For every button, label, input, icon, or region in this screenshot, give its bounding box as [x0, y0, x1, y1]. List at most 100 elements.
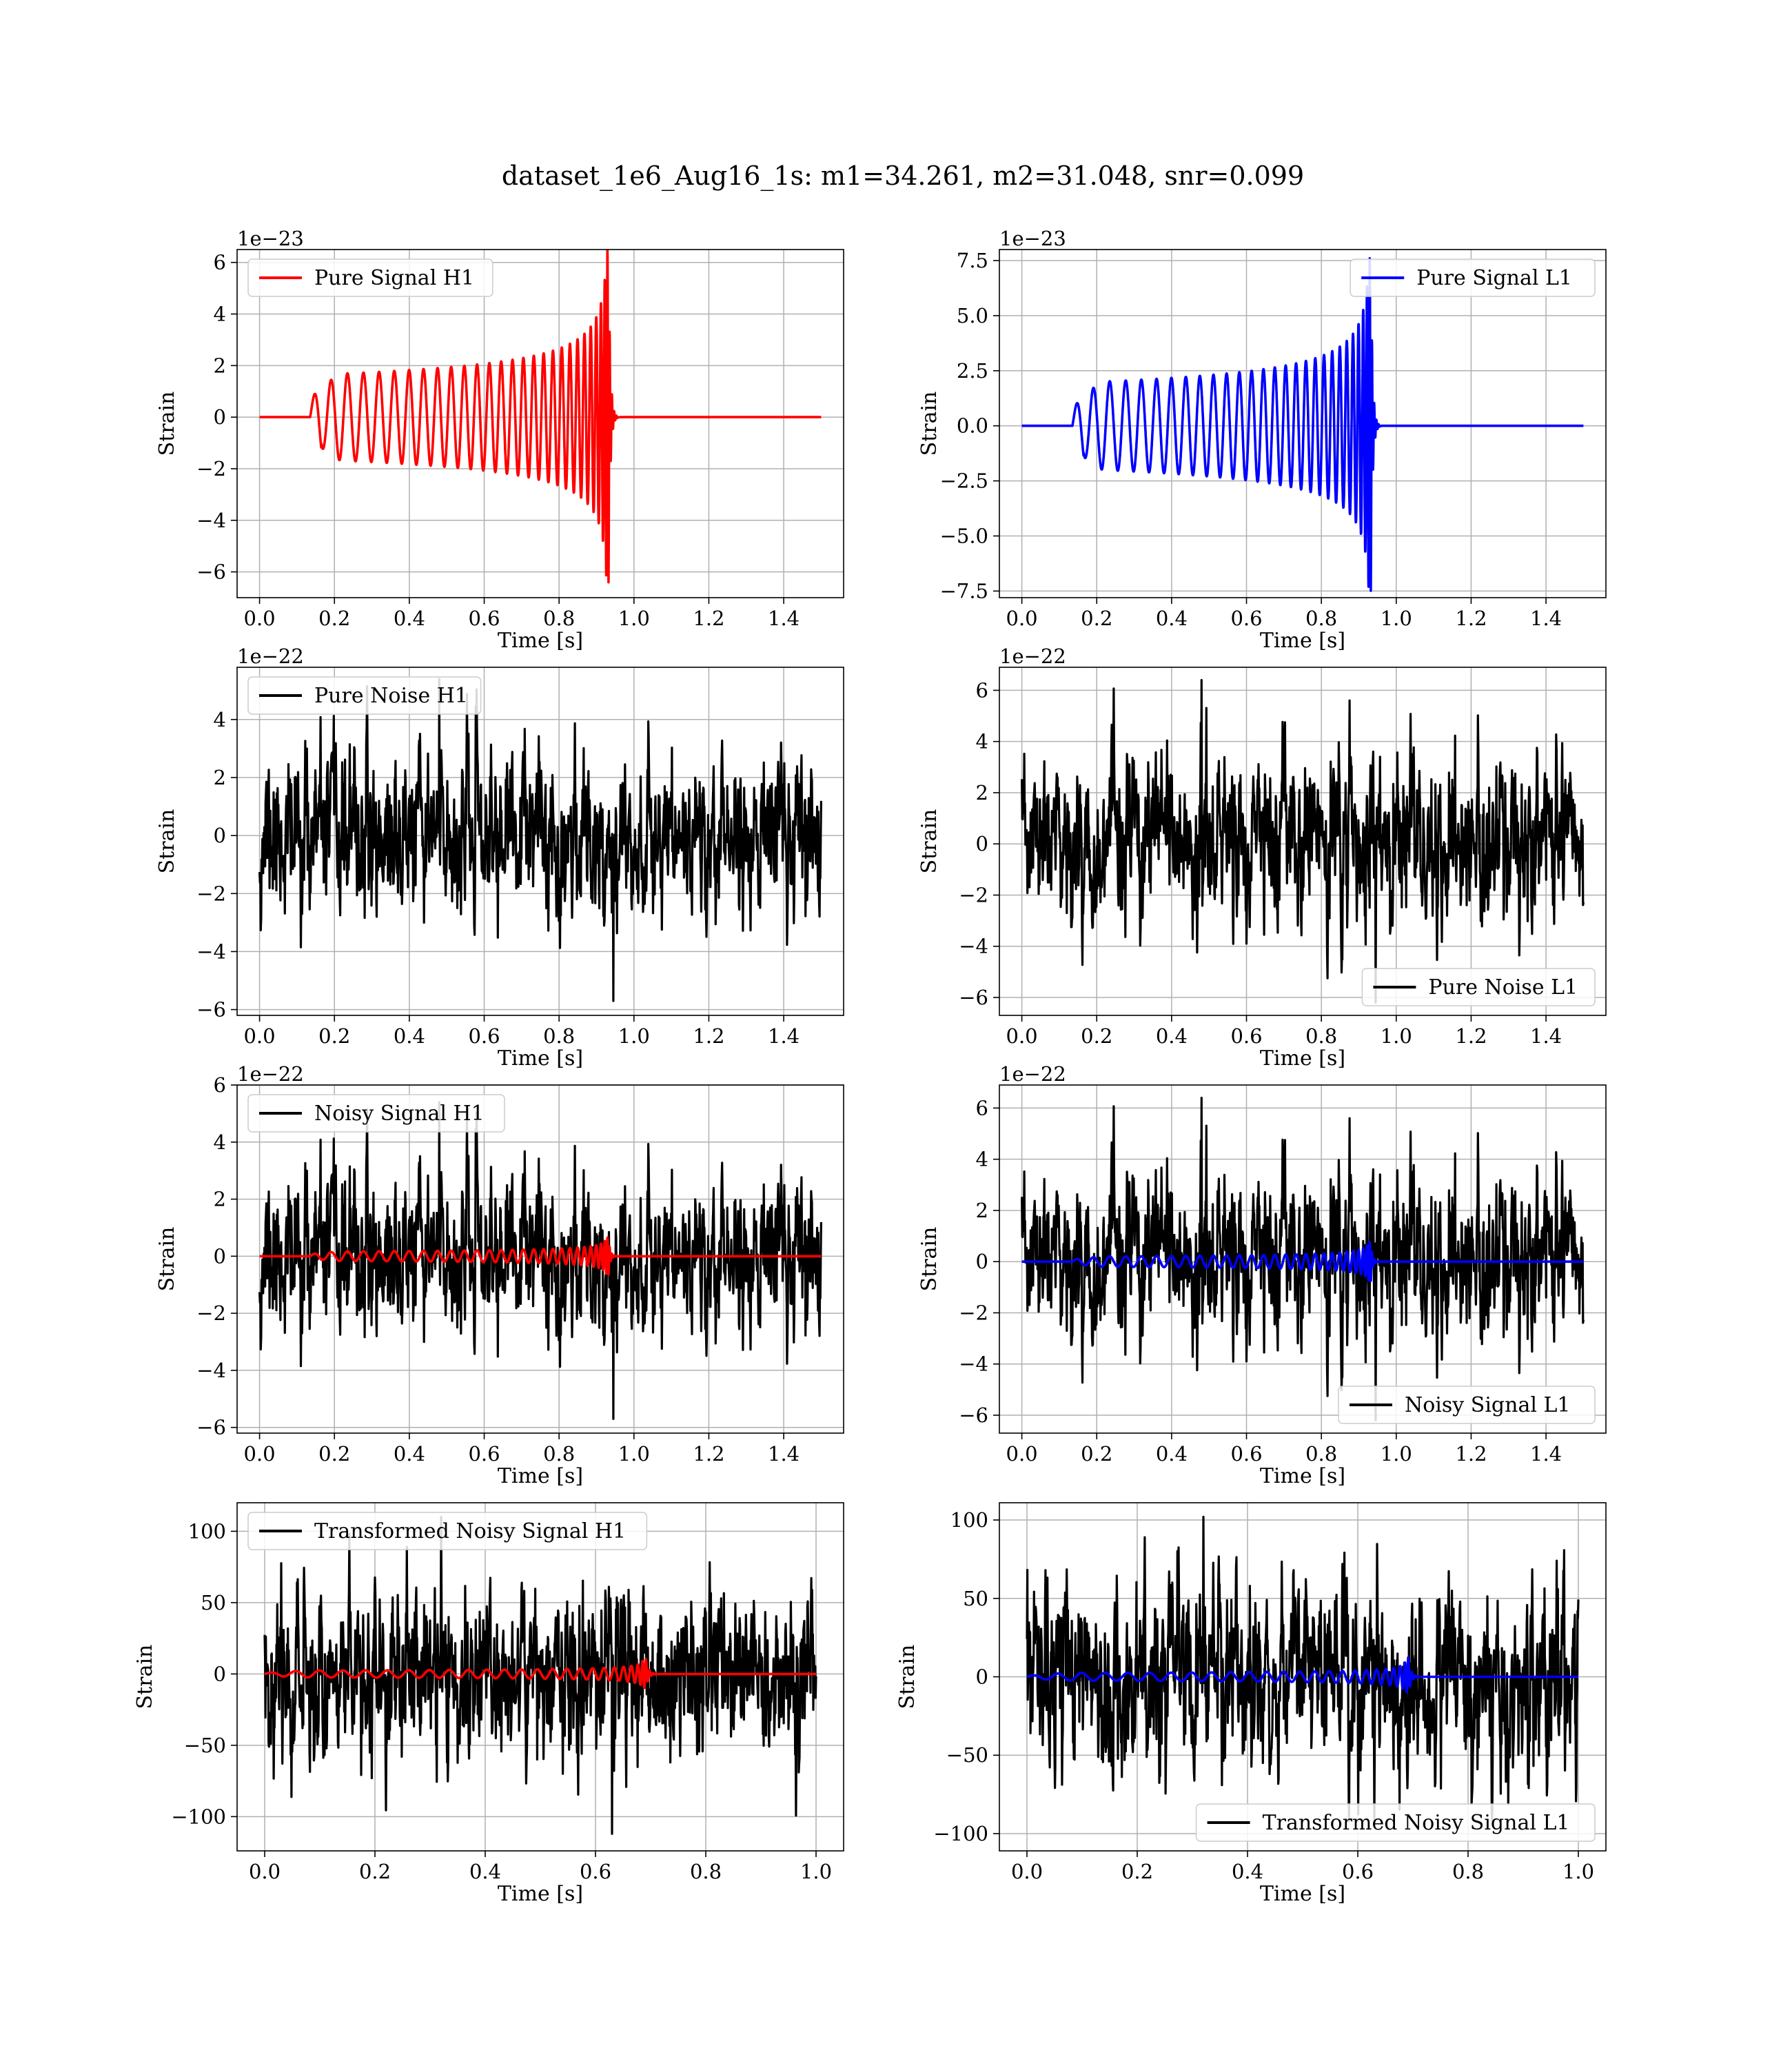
plot-area — [1026, 1515, 1580, 1823]
plot-area — [258, 678, 822, 1002]
x-tick-label: 1.2 — [693, 1024, 724, 1048]
x-axis-label: Time [s] — [1260, 1046, 1345, 1071]
x-tick-label: 0.2 — [1081, 1442, 1112, 1466]
x-tick-label: 0.0 — [1011, 1860, 1043, 1883]
x-tick-label: 0.2 — [1121, 1860, 1153, 1883]
y-axis-label: Strain — [155, 1227, 179, 1292]
legend-box — [247, 1094, 505, 1133]
x-axis-label: Time [s] — [498, 629, 583, 653]
legend-box — [247, 1512, 648, 1550]
x-axis-label: Time [s] — [498, 1046, 583, 1071]
y-tick-label: −6 — [959, 986, 988, 1009]
subplot-noisy-signal-l1: 0.0 0.2 0.4 0.6 0.8 1.0 1.2 1.4 −6 −4 −2 0 2 4 6 Time [… — [917, 1062, 1607, 1488]
x-tick-label: 1.0 — [618, 607, 650, 630]
x-tick-label: 0.0 — [1006, 607, 1038, 630]
y-tick-label: 0 — [214, 1244, 226, 1268]
plot-area — [258, 1101, 822, 1420]
y-axis-label: Strain — [917, 809, 941, 874]
y-tick-label: −2 — [959, 1301, 988, 1324]
y-axis-label: Strain — [155, 392, 179, 456]
y-tick-label: 2 — [214, 1188, 226, 1211]
y-tick-label: −4 — [196, 1359, 226, 1382]
x-tick-label: 0.2 — [318, 607, 350, 630]
x-tick-label: 0.2 — [318, 1442, 350, 1466]
subplot-pure-signal-h1: 0.0 0.2 0.4 0.6 0.8 1.0 1.2 1.4 −6 −4 −2 0 2 4 6 Time [… — [155, 227, 844, 653]
axes-frame — [236, 1084, 844, 1434]
legend-label: Noisy Signal L1 — [1405, 1393, 1570, 1417]
y-tick-label: −6 — [959, 1403, 988, 1427]
x-tick-label: 0.8 — [1452, 1860, 1484, 1883]
x-tick-label: 0.8 — [690, 1860, 722, 1883]
legend: Noisy Signal L1 — [1338, 1386, 1596, 1424]
series-line-signal — [263, 1658, 816, 1690]
y-tick-label: 2 — [976, 1199, 988, 1222]
legend-box — [1350, 258, 1596, 297]
legend: Transformed Noisy Signal L1 — [1195, 1803, 1596, 1842]
y-tick-label: −2 — [959, 883, 988, 906]
x-tick-label: 0.6 — [580, 1860, 611, 1883]
plot-area — [263, 1516, 817, 1835]
x-tick-label: 1.0 — [800, 1860, 832, 1883]
x-axis-label: Time [s] — [1260, 1464, 1345, 1488]
x-tick-label: 0.4 — [1156, 1024, 1188, 1048]
series-line-noise — [258, 678, 822, 1002]
y-tick-label: 6 — [976, 678, 988, 702]
legend-label: Noisy Signal H1 — [314, 1102, 485, 1126]
y-tick-label: −4 — [959, 935, 988, 958]
y-tick-label: 5.0 — [957, 304, 988, 327]
y-offset-label: 1e−22 — [237, 645, 304, 668]
y-axis-label: Strain — [155, 809, 179, 874]
y-tick-label: 50 — [201, 1591, 226, 1614]
y-tick-label: −7.5 — [940, 579, 988, 602]
axes-frame — [236, 1502, 844, 1852]
y-tick-label: −6 — [196, 1416, 226, 1439]
y-tick-label: −5.0 — [940, 525, 988, 548]
series-line-signal — [1026, 1656, 1578, 1694]
legend-label: Pure Signal L1 — [1416, 266, 1572, 290]
y-tick-label: 0 — [214, 1662, 226, 1685]
y-tick-label: 4 — [976, 730, 988, 753]
x-tick-label: 0.0 — [244, 1442, 276, 1466]
x-tick-label: 0.4 — [469, 1860, 501, 1883]
legend-label: Pure Noise H1 — [314, 684, 468, 708]
x-tick-label: 0.6 — [1230, 1024, 1262, 1048]
x-tick-label: 0.2 — [359, 1860, 391, 1883]
y-axis-label: Strain — [133, 1645, 157, 1710]
x-tick-label: 0.4 — [394, 1442, 425, 1466]
legend-box — [247, 258, 493, 297]
legend: Transformed Noisy Signal H1 — [247, 1512, 648, 1550]
x-tick-label: 1.0 — [1562, 1860, 1594, 1883]
y-tick-label: 2 — [214, 354, 226, 377]
x-tick-label: 0.0 — [244, 1024, 276, 1048]
x-tick-label: 0.6 — [468, 607, 500, 630]
series-line-signal — [1021, 1241, 1584, 1282]
legend-label: Transformed Noisy Signal L1 — [1263, 1811, 1570, 1835]
x-tick-label: 1.0 — [618, 1024, 650, 1048]
x-tick-label: 0.8 — [1305, 1442, 1337, 1466]
subplot-transformed-noisy-signal-l1: 0.0 0.2 0.4 0.6 0.8 1.0 −100 −50 0 50 100 Time [s] S… — [895, 1502, 1607, 1906]
y-tick-label: −100 — [933, 1822, 988, 1845]
series-line-noise — [258, 1101, 822, 1420]
y-axis-label: Strain — [917, 1227, 941, 1292]
legend-label: Pure Noise L1 — [1428, 975, 1578, 1000]
y-tick-label: 100 — [188, 1519, 226, 1543]
subplot-pure-signal-l1: 0.0 0.2 0.4 0.6 0.8 1.0 1.2 1.4 −7.5 −5.0 −2.5 0.0 2… — [917, 227, 1607, 653]
y-tick-label: −50 — [184, 1734, 226, 1757]
y-tick-label: 4 — [976, 1148, 988, 1171]
x-tick-label: 1.0 — [618, 1442, 650, 1466]
y-offset-label: 1e−23 — [999, 227, 1066, 250]
x-axis-label: Time [s] — [498, 1464, 583, 1488]
y-tick-label: −4 — [196, 940, 226, 963]
x-tick-label: 1.0 — [1381, 1442, 1412, 1466]
y-tick-label: 6 — [976, 1096, 988, 1119]
legend: Pure Noise H1 — [247, 676, 482, 715]
x-tick-label: 1.4 — [1530, 1442, 1562, 1466]
x-tick-label: 0.8 — [1305, 1024, 1337, 1048]
legend-label: Pure Signal H1 — [314, 266, 474, 290]
series-line-noise — [263, 1516, 817, 1835]
x-axis-label: Time [s] — [1260, 1882, 1345, 1906]
y-tick-label: −2 — [196, 882, 226, 905]
legend-box — [247, 676, 482, 715]
y-tick-label: −2.5 — [940, 469, 988, 493]
x-tick-label: 0.2 — [1081, 607, 1112, 630]
